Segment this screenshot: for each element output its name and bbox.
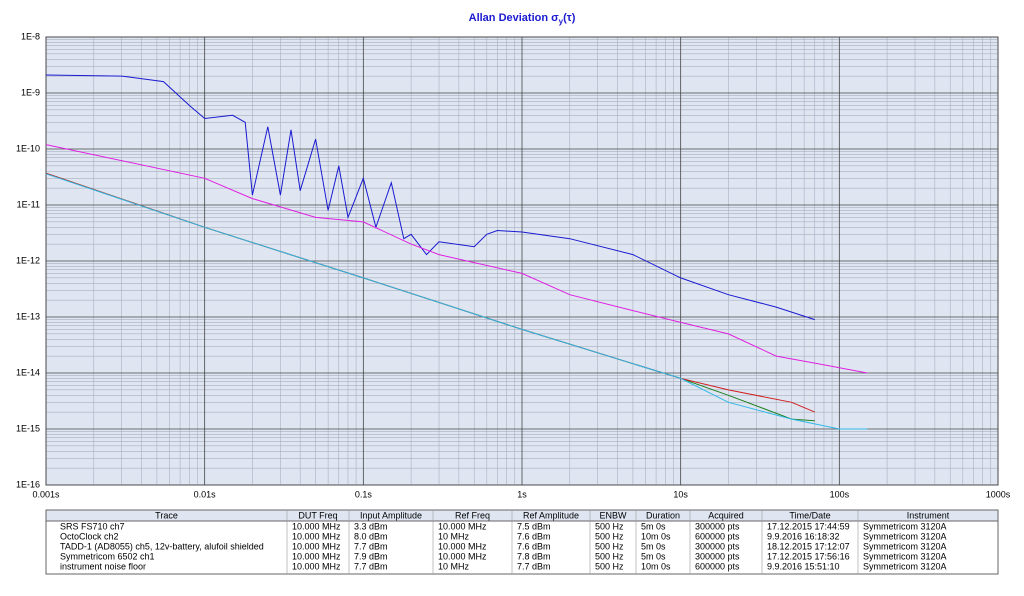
table-cell: 9.9.2016 15:51:10 [767, 561, 840, 571]
table-header-cell: Time/Date [789, 510, 830, 520]
x-tick-label: 1000s [986, 489, 1011, 499]
table-cell: 7.9 dBm [354, 551, 388, 561]
title-text: Allan Deviation σ [469, 12, 560, 24]
y-tick-label: 1E-11 [17, 199, 40, 209]
chart-title: Allan Deviation σy(τ) [469, 12, 576, 26]
table-cell: 300000 pts [695, 521, 740, 531]
table-cell: 10.000 MHz [292, 561, 341, 571]
x-tick-label: 0.1s [355, 489, 373, 499]
y-tick-label: 1E-15 [16, 423, 40, 433]
table-cell: 7.7 dBm [517, 561, 551, 571]
table-cell: 10 MHz [438, 531, 470, 541]
legend-entry: Symmetricom 6502 ch1 [60, 551, 155, 561]
table-cell: 600000 pts [695, 561, 740, 571]
table-cell: 10m 0s [641, 531, 671, 541]
table-cell: Symmetricom 3120A [863, 541, 947, 551]
table-header-cell: ENBW [600, 510, 628, 520]
table-cell: 7.8 dBm [517, 551, 551, 561]
table-header [45, 509, 999, 522]
series-line [45, 144, 868, 374]
table-header-cell: Ref Freq [455, 510, 490, 520]
table-cell: 500 Hz [595, 521, 624, 531]
table-cell: 10.000 MHz [438, 551, 487, 561]
table-header-cell: Trace [155, 510, 178, 520]
table-cell: 7.6 dBm [517, 531, 551, 541]
table-cell: Symmetricom 3120A [863, 561, 947, 571]
table-header-cell: Duration [646, 510, 680, 520]
table-header-cell: Acquired [708, 510, 744, 520]
table-cell: Symmetricom 3120A [863, 521, 947, 531]
table-cell: 500 Hz [595, 541, 624, 551]
table-cell: Symmetricom 3120A [863, 531, 947, 541]
legend-entry: TADD-1 (AD8055) ch5, 12v-battery, alufoi… [60, 541, 264, 551]
table-cell: 300000 pts [695, 541, 740, 551]
x-tick-label: 100s [830, 489, 850, 499]
x-tick-label: 0.001s [32, 489, 60, 499]
y-tick-label: 1E-10 [16, 143, 40, 153]
table-cell: 500 Hz [595, 561, 624, 571]
y-tick-label: 1E-9 [21, 87, 40, 97]
y-tick-label: 1E-14 [16, 367, 40, 377]
x-tick-label: 1s [517, 489, 527, 499]
table-cell: 7.6 dBm [517, 541, 551, 551]
y-tick-label: 1E-12 [16, 255, 40, 265]
table-cell: 300000 pts [695, 551, 740, 561]
table-cell: 7.7 dBm [354, 541, 388, 551]
table-cell: 10.000 MHz [438, 541, 487, 551]
series-line [45, 173, 868, 430]
table-header-cell: DUT Freq [298, 510, 337, 520]
table-header-cell: Input Amplitude [360, 510, 422, 520]
table-cell: 10m 0s [641, 561, 671, 571]
table-cell: 600000 pts [695, 531, 740, 541]
y-tick-label: 1E-8 [21, 31, 40, 41]
table-cell: 17.12.2015 17:44:59 [767, 521, 850, 531]
y-tick-label: 1E-13 [16, 311, 40, 321]
table-header-cell: Instrument [907, 510, 950, 520]
series-line [45, 74, 815, 321]
table-cell: 10.000 MHz [292, 531, 341, 541]
table-cell: 5m 0s [641, 541, 666, 551]
table-cell: 10.000 MHz [292, 541, 341, 551]
table-cell: 9.9.2016 16:18:32 [767, 531, 840, 541]
title-text: (τ) [563, 12, 576, 24]
table-cell: 500 Hz [595, 551, 624, 561]
table-cell: 10.000 MHz [438, 521, 487, 531]
x-tick-label: 0.01s [194, 489, 217, 499]
table-cell: Symmetricom 3120A [863, 551, 947, 561]
table-cell: 10.000 MHz [292, 521, 341, 531]
table-cell: 5m 0s [641, 521, 666, 531]
table-header-cell: Ref Amplitude [523, 510, 579, 520]
table-cell: 17.12.2015 17:56:16 [767, 551, 850, 561]
table-cell: 500 Hz [595, 531, 624, 541]
legend-entry: SRS FS710 ch7 [60, 521, 125, 531]
x-tick-label: 10s [673, 489, 688, 499]
table-cell: 10.000 MHz [292, 551, 341, 561]
table-cell: 5m 0s [641, 551, 666, 561]
table-cell: 8.0 dBm [354, 531, 388, 541]
title-subscript: y [559, 17, 564, 26]
legend-entry: OctoClock ch2 [60, 531, 119, 541]
table-cell: 3.3 dBm [354, 521, 388, 531]
table-cell: 7.5 dBm [517, 521, 551, 531]
legend-entry: instrument noise floor [60, 561, 146, 571]
table-cell: 10 MHz [438, 561, 470, 571]
table-cell: 18.12.2015 17:12:07 [767, 541, 850, 551]
y-tick-label: 1E-16 [16, 479, 40, 489]
table-cell: 7.7 dBm [354, 561, 388, 571]
